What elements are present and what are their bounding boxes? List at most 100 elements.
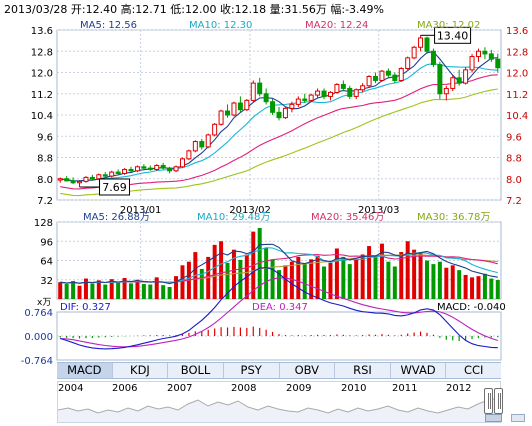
volume-bar <box>399 252 404 299</box>
candle-body <box>469 56 475 71</box>
candle-body <box>250 82 256 101</box>
volume-bar <box>289 261 294 299</box>
candle-body <box>134 166 140 172</box>
year-label: 2006 <box>112 383 138 394</box>
timeline-scroll-thumb[interactable] <box>485 414 502 422</box>
volume-bar <box>174 276 179 299</box>
price-tick-right: 10.4 <box>506 111 528 122</box>
timeline-left-handle[interactable] <box>484 388 493 414</box>
tab-cci[interactable]: CCI <box>446 363 501 378</box>
candle-body <box>173 166 179 172</box>
volume-bar <box>457 270 462 299</box>
price-tick-left: 9.6 <box>37 132 53 143</box>
candle-body <box>257 82 263 95</box>
volume-tick: 128 <box>34 218 53 229</box>
max-annotation-box <box>434 26 472 44</box>
tab-psy[interactable]: PSY <box>223 363 280 378</box>
volume-bar <box>431 264 436 299</box>
timeline-scroll-right-button[interactable] <box>511 414 525 422</box>
volume-bar <box>154 277 159 299</box>
volume-bar <box>302 264 307 299</box>
volume-bar <box>392 266 397 299</box>
candle-body <box>482 50 488 55</box>
volume-bar <box>495 280 500 299</box>
timeline-history-line <box>57 397 501 422</box>
volume-bar <box>425 260 429 299</box>
candle-body <box>218 110 224 125</box>
ma10-line <box>60 62 498 182</box>
candle-body <box>282 107 288 119</box>
candle-body <box>475 50 481 58</box>
timeline-right-handle[interactable] <box>494 388 503 414</box>
volume-bar <box>199 268 204 299</box>
volume-bar <box>334 248 339 299</box>
tab-wvad[interactable]: WVAD <box>390 363 447 378</box>
candle-body <box>302 98 308 101</box>
price-tick-left: 13.6 <box>31 26 53 37</box>
tab-kdj[interactable]: KDJ <box>112 363 169 378</box>
volume-bar <box>277 270 281 299</box>
ma20-line <box>60 74 498 190</box>
candle-body <box>424 37 430 52</box>
tab-boll[interactable]: BOLL <box>168 363 224 378</box>
volume-bar <box>58 282 63 299</box>
volume-bar <box>489 278 494 299</box>
volume-bar <box>238 259 243 299</box>
candle-body <box>263 93 269 103</box>
volume-bar <box>418 253 423 299</box>
indicator-tabs: MACD KDJ BOLL PSY OBV RSI WVAD CCI <box>57 362 501 379</box>
macd-dif-label: DIF: 0.327 <box>60 302 111 313</box>
candle-body <box>57 178 63 181</box>
macd-value-label: MACD: -0.040 <box>437 302 506 313</box>
candle-body <box>270 101 276 113</box>
volume-bar <box>437 261 442 299</box>
month-tick-label: 2013/02 <box>229 205 271 216</box>
candle-body <box>366 75 372 87</box>
volume-bar <box>476 276 481 299</box>
year-label: 2010 <box>341 383 367 394</box>
candle-body <box>199 141 205 148</box>
candle-body <box>456 77 462 84</box>
candle-body <box>315 90 321 96</box>
volume-bar <box>322 266 327 299</box>
candle-body <box>102 174 108 177</box>
candle-body <box>289 103 295 109</box>
candle-body <box>392 74 398 81</box>
volume-bar <box>347 264 352 299</box>
year-label: 2008 <box>231 383 257 394</box>
candle-body <box>192 141 198 152</box>
volume-unit-label: x万 <box>37 298 51 308</box>
macd-dea-label: DEA: 0.347 <box>252 302 308 313</box>
max-annotation-label: 13.40 <box>437 29 469 42</box>
tab-macd[interactable]: MACD <box>57 363 113 378</box>
price-tick-left: 7.2 <box>37 196 53 207</box>
volume-ma5-line <box>60 243 498 285</box>
price-ma20-label: MA20: 12.24 <box>305 20 368 31</box>
candle-body <box>89 176 95 180</box>
price-tick-left: 8.8 <box>37 154 53 165</box>
candle-body <box>167 167 173 172</box>
candle-body <box>186 150 192 160</box>
volume-bar <box>405 241 410 299</box>
volume-bar <box>83 278 88 299</box>
candle-body <box>418 37 424 48</box>
price-tick-right: 8.8 <box>506 154 522 165</box>
candle-body <box>115 171 121 174</box>
tab-rsi[interactable]: RSI <box>335 363 391 378</box>
year-label: 2009 <box>286 383 312 394</box>
volume-ma20-label: MA20: 35.46万 <box>311 212 384 223</box>
volume-bar <box>231 249 236 299</box>
volume-bar <box>470 277 475 299</box>
timeline-navigator[interactable] <box>57 381 501 423</box>
volume-bar <box>309 259 314 299</box>
volume-bar <box>103 284 108 299</box>
price-ma30-label: MA30: 12.02 <box>417 20 480 31</box>
candle-body <box>295 98 301 105</box>
ma30-line <box>60 88 498 197</box>
candle-body <box>141 166 147 169</box>
tab-obv[interactable]: OBV <box>279 363 336 378</box>
volume-ma10-label: MA10: 29.48万 <box>197 212 270 223</box>
volume-bar <box>412 249 417 299</box>
candle-body <box>385 70 391 76</box>
candle-body <box>398 68 404 81</box>
